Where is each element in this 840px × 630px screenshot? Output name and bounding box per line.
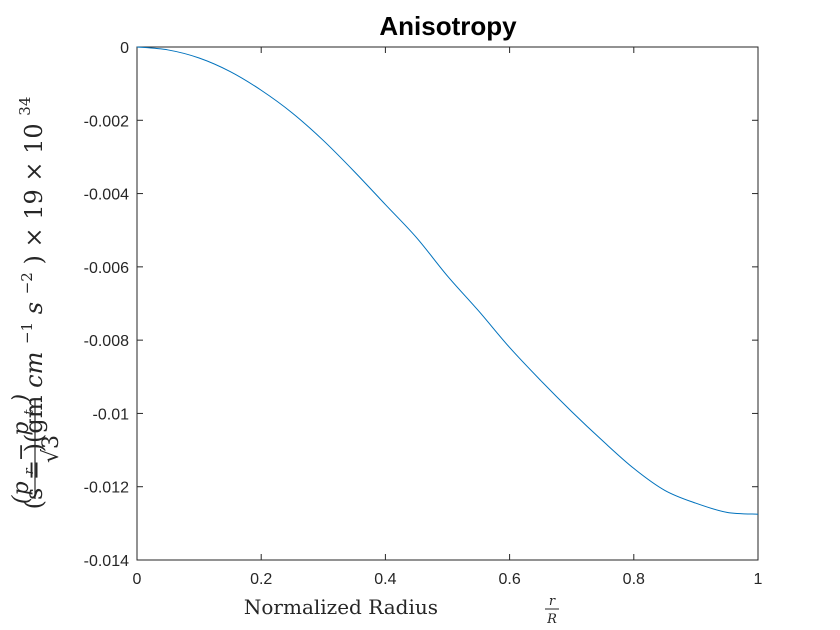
x-tick-label: 0.8: [623, 571, 645, 588]
series-layer: [136, 46, 759, 515]
y-label-units-cm-exp: −1: [18, 322, 36, 344]
y-tick-label: -0.004: [84, 187, 129, 204]
y-label-units-s-exp: −2: [18, 272, 36, 294]
y-label-open: (s =: [20, 460, 48, 509]
chart-title: Anisotropy: [379, 11, 517, 41]
y-axis-label: (s = )(gm cm −1 s −2 ) × 19 × 10 34 (p r…: [9, 97, 64, 510]
x-axis-ticks: 0 0.2 0.4 0.6 0.8 1: [133, 47, 763, 588]
plot-area: [136, 46, 759, 561]
x-axis-label: Normalized Radius r R: [244, 594, 559, 627]
y-tick-label: 0: [120, 40, 129, 57]
y-tick-label: -0.008: [84, 333, 129, 350]
y-label-units-open: )(gm: [20, 388, 48, 452]
y-label-frac-num-sub2: t: [22, 409, 37, 415]
y-axis-label-main: (s = )(gm cm −1 s −2 ) × 19 × 10 34: [10, 97, 48, 510]
x-tick-label: 1: [754, 571, 763, 588]
y-tick-label: -0.014: [84, 553, 129, 570]
x-tick-label: 0: [133, 571, 142, 588]
y-tick-label: -0.012: [84, 480, 129, 497]
y-label-units-exp: 34: [16, 97, 34, 116]
y-tick-label: -0.002: [84, 113, 129, 130]
y-label-frac-numerator: (p r − p t ): [9, 394, 39, 504]
y-label-frac-num-close: ): [9, 394, 34, 404]
y-tick-label: -0.01: [93, 406, 130, 423]
y-tick-label: -0.006: [84, 260, 129, 277]
y-label-frac-num-open: (p: [9, 481, 34, 504]
x-axis-label-text: Normalized Radius: [244, 595, 438, 619]
y-label-frac-denominator: √3: [39, 435, 64, 463]
x-axis-label-frac-denominator: R: [546, 612, 557, 627]
y-label-frac-num-sub1: r: [22, 467, 37, 474]
plot-frame: [136, 46, 759, 561]
x-tick-label: 0.4: [374, 571, 396, 588]
x-axis-label-frac-numerator: r: [549, 594, 556, 609]
y-label-units-cm: cm: [20, 352, 48, 388]
y-label-units-s: s: [20, 302, 48, 314]
y-label-units-close: ) × 19 × 10: [20, 123, 48, 264]
y-label-frac-num-mid: − p: [9, 422, 34, 462]
x-tick-label: 0.2: [250, 571, 272, 588]
x-tick-label: 0.6: [498, 571, 520, 588]
y-axis-ticks: 0 -0.002 -0.004 -0.006 -0.008 -0.01 -0.012 -0.0…: [84, 40, 758, 570]
anisotropy-series-line: [136, 46, 759, 515]
